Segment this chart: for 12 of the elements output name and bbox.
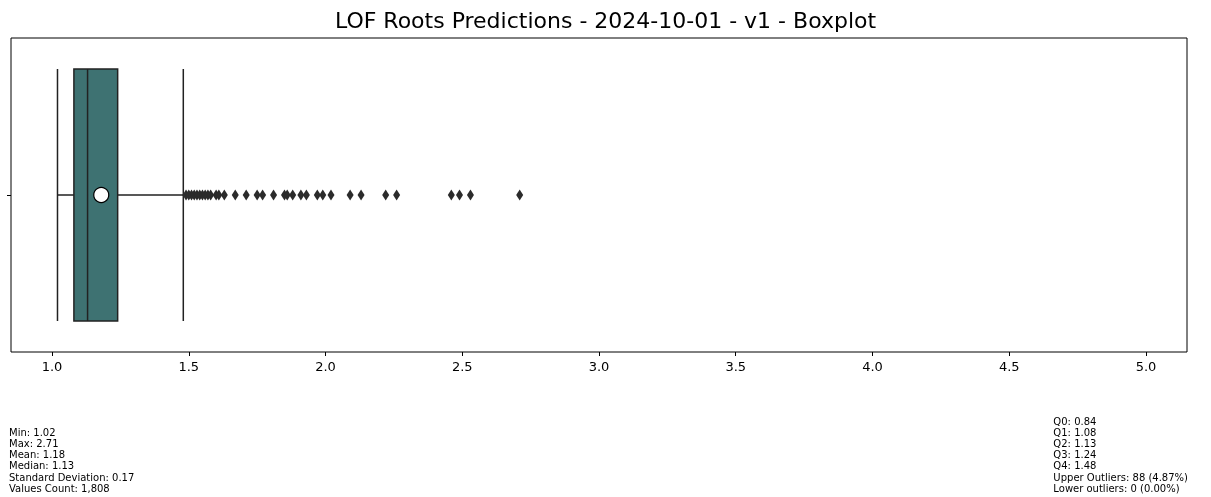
chart-title: LOF Roots Predictions - 2024-10-01 - v1 - Boxplot: [334, 7, 877, 33]
x-tick-label: 2.5: [451, 359, 473, 374]
text: Q0: 0.84 Q1: 1.08 Q2: 1.13 Q3: 1.24 Q4: 1.48 Upper Outliers: 88 (4.87%) Lower outliers: 0 (0.00%): [1053, 415, 1189, 494]
x-tick-label: 4.5: [998, 359, 1020, 374]
x-tick-label: 4.0: [862, 359, 883, 374]
x-tick-label: 1.5: [178, 359, 200, 374]
x-tick-label: 2.0: [315, 359, 336, 374]
x-tick-label: 3.5: [725, 359, 747, 374]
text: Min: 1.02 Max: 2.71 Mean: 1.18 Median: 1.13 Standard Deviation: 0.17 Values Count: 1,808: [9, 426, 135, 494]
x-tick-label: 3.0: [588, 359, 610, 374]
x-tick-label: 5.0: [1135, 359, 1157, 374]
x-tick-label: 1.0: [41, 359, 63, 374]
